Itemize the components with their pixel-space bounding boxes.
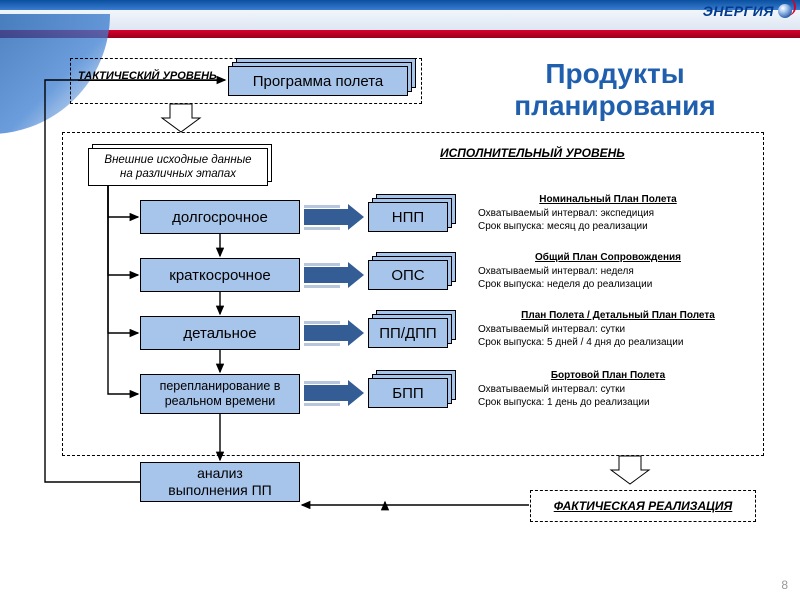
header-stripe (0, 0, 800, 46)
stage-box-0: долгосрочное (140, 200, 300, 234)
desc3-l2: Срок выпуска: 1 день до реализации (478, 397, 650, 408)
abbr-box-0: НПП (368, 202, 448, 232)
stage-text-1: краткосрочное (169, 267, 271, 284)
program-box-text: Программа полета (253, 73, 384, 90)
slide-title: Продукты планирования (460, 58, 770, 122)
actual-text: ФАКТИЧЕСКАЯ РЕАЛИЗАЦИЯ (554, 499, 733, 513)
analysis-text: анализвыполнения ПП (168, 465, 271, 499)
desc0-l1: Охватываемый интервал: экспедиция (478, 208, 654, 219)
inputs-box: Внешние исходные данныена различных этап… (88, 148, 268, 186)
stage-box-3: перепланирование вреальном времени (140, 374, 300, 414)
abbr-box-1: ОПС (368, 260, 448, 290)
desc0-l2: Срок выпуска: месяц до реализации (478, 221, 648, 232)
desc-0: Номинальный План Полета Охватываемый инт… (478, 193, 738, 234)
stripe-lightblue (0, 10, 800, 30)
brand-logo: ЭНЕРГИЯ (703, 3, 792, 19)
slide-stage: ЭНЕРГИЯ Продукты планирования ТАКТИЧЕСКИ… (0, 0, 800, 600)
stripe-red (0, 30, 800, 38)
desc3-l1: Охватываемый интервал: сутки (478, 384, 625, 395)
desc2-l2: Срок выпуска: 5 дней / 4 дня до реализац… (478, 337, 683, 348)
brand-globe-icon (778, 4, 792, 18)
exec-label: ИСПОЛНИТЕЛЬНЫЙ УРОВЕНЬ (440, 146, 625, 160)
stage-text-0: долгосрочное (172, 209, 268, 226)
tactical-label: ТАКТИЧЕСКИЙ УРОВЕНЬ (78, 70, 217, 82)
desc3-title: Бортовой План Полета (478, 369, 738, 383)
stage-box-1: краткосрочное (140, 258, 300, 292)
desc-3: Бортовой План Полета Охватываемый интерв… (478, 369, 738, 410)
brand-text: ЭНЕРГИЯ (703, 3, 774, 19)
abbr-text-1: ОПС (391, 267, 424, 284)
abbr-text-2: ПП/ДПП (379, 325, 436, 342)
stage-text-3: перепланирование вреальном времени (160, 379, 281, 409)
actual-box: ФАКТИЧЕСКАЯ РЕАЛИЗАЦИЯ (530, 490, 756, 522)
program-box: Программа полета (228, 66, 408, 96)
stripe-navy (0, 0, 800, 10)
desc2-l1: Охватываемый интервал: сутки (478, 324, 625, 335)
desc-1: Общий План Сопровождения Охватываемый ин… (478, 251, 738, 292)
page-number: 8 (781, 578, 788, 592)
abbr-text-0: НПП (392, 209, 424, 226)
inputs-box-text: Внешние исходные данныена различных этап… (104, 153, 251, 182)
abbr-text-3: БПП (392, 385, 423, 402)
desc-2: План Полета / Детальный План Полета Охва… (478, 309, 758, 350)
abbr-box-3: БПП (368, 378, 448, 408)
abbr-box-2: ПП/ДПП (368, 318, 448, 348)
desc2-title: План Полета / Детальный План Полета (478, 309, 758, 323)
desc0-title: Номинальный План Полета (478, 193, 738, 207)
desc1-title: Общий План Сопровождения (478, 251, 738, 265)
analysis-box: анализвыполнения ПП (140, 462, 300, 502)
desc1-l2: Срок выпуска: неделя до реализации (478, 279, 652, 290)
stage-box-2: детальное (140, 316, 300, 350)
stage-text-2: детальное (183, 325, 256, 342)
desc1-l1: Охватываемый интервал: неделя (478, 266, 634, 277)
